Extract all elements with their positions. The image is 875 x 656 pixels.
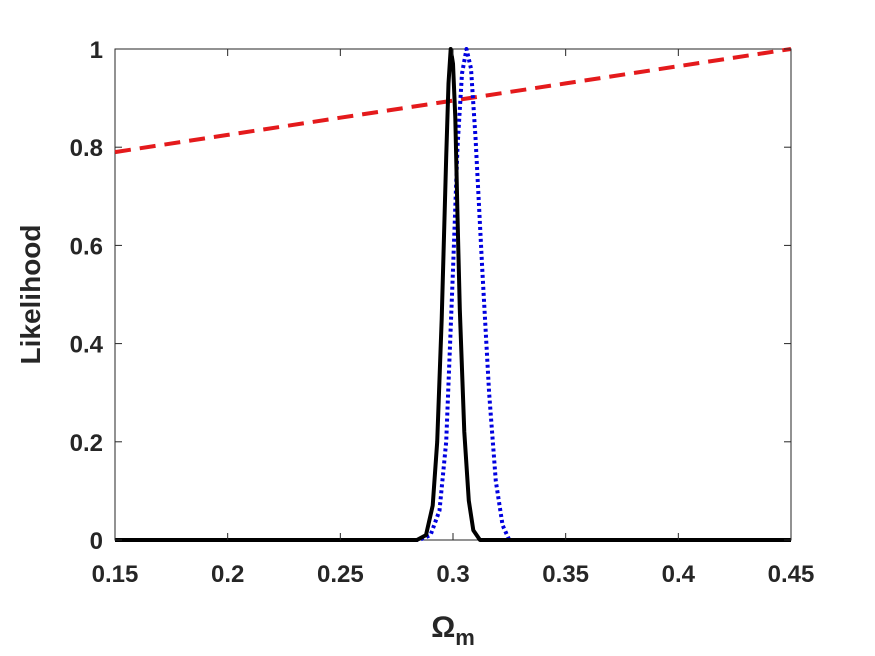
series-layer	[114, 47, 792, 542]
x-axis-label: Ωm	[431, 611, 475, 650]
x-axis-label-subscript: m	[455, 625, 475, 650]
y-tick-label: 0.6	[70, 233, 103, 260]
x-tick-label: 0.4	[662, 561, 696, 588]
y-tick-label: 1	[90, 37, 103, 64]
x-tick-label: 0.15	[92, 561, 139, 588]
x-tick-label: 0.25	[317, 561, 364, 588]
series-line-dotted	[115, 47, 791, 542]
y-tick-label: 0.2	[70, 430, 103, 457]
y-tick-label: 0.8	[70, 135, 103, 162]
x-axis-ticks: 0.15 0.2 0.25 0.3 0.35 0.4 0.45	[92, 49, 815, 588]
series-line-solid	[115, 47, 791, 542]
x-tick-label: 0.2	[211, 561, 244, 588]
y-tick-label: 0	[90, 528, 103, 555]
x-tick-label: 0.45	[768, 561, 815, 588]
y-axis-label: Likelihood	[15, 225, 46, 365]
y-axis-ticks: 0 0.2 0.4 0.6 0.8 1	[70, 37, 791, 555]
x-tick-label: 0.35	[542, 561, 589, 588]
y-tick-label: 0.4	[70, 332, 104, 359]
x-tick-label: 0.3	[436, 561, 469, 588]
series-line-dashed	[114, 47, 792, 155]
x-axis-label-symbol: Ω	[431, 611, 455, 644]
